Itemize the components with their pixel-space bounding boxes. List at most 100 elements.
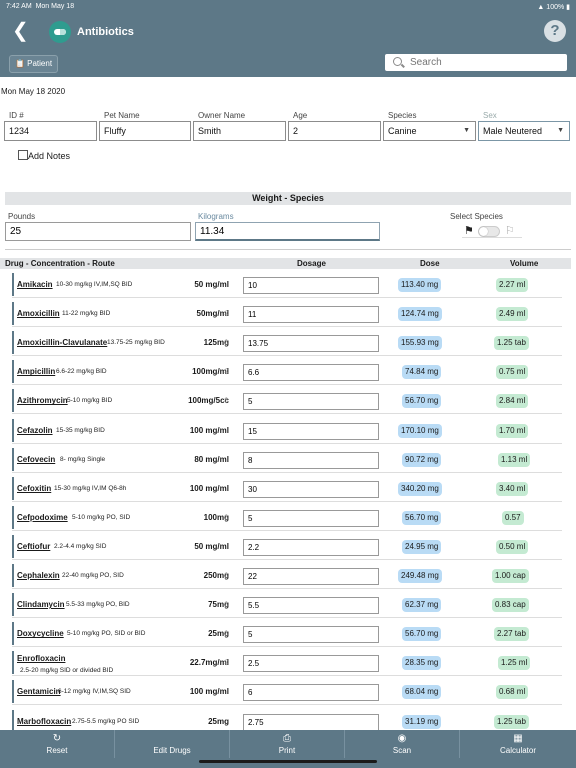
dosage-input[interactable] — [243, 568, 379, 585]
drug-name-link[interactable]: Enrofloxacin — [17, 654, 66, 664]
drug-row[interactable]: Amikacin 10-30 mg/kg IV,IM,SQ BID 50 mg/ml… — [12, 270, 562, 298]
dosage-input[interactable] — [243, 364, 379, 382]
drug-row[interactable]: Enrofloxacin 2.5-20 mg/kg SID or divided … — [12, 648, 562, 677]
dose-range: 6-12 mg/kg IV,IM,SQ SID — [58, 688, 131, 696]
dosage-input[interactable] — [243, 335, 379, 353]
search-input[interactable] — [410, 55, 560, 70]
stepper-icon[interactable]: ⇳ — [223, 367, 230, 377]
drug-name-link[interactable]: Azithromycin — [17, 396, 68, 406]
select-species-label: Select Species — [450, 212, 503, 221]
dosage-input[interactable] — [243, 277, 379, 294]
drug-name-link[interactable]: Ceftiofur — [17, 541, 51, 551]
pet-name-input[interactable] — [99, 121, 191, 141]
drug-name-link[interactable]: Gentamicin — [17, 687, 61, 697]
dosage-input[interactable] — [243, 422, 379, 440]
patient-button[interactable]: 📋 Patient — [9, 55, 58, 73]
stepper-icon[interactable]: ⇳ — [223, 396, 230, 406]
concentration: 75mg — [208, 600, 229, 610]
drug-name-link[interactable]: Marbofloxacin — [17, 716, 72, 726]
stepper-icon[interactable]: ⇳ — [223, 600, 230, 610]
species-toggle[interactable] — [478, 226, 500, 237]
help-button[interactable]: ? — [544, 20, 566, 42]
add-notes-checkbox[interactable]: Add Notes — [18, 150, 70, 161]
drug-name-link[interactable]: Doxycycline — [17, 629, 64, 639]
drug-row[interactable]: Cefoxitin 15-30 mg/kg IV,IM Q6-8h 100 mg/m… — [12, 474, 562, 502]
pounds-label: Pounds — [8, 212, 36, 221]
drug-name-link[interactable]: Amikacin — [17, 280, 53, 289]
dosage-input[interactable] — [243, 655, 379, 673]
stepper-icon[interactable]: ⇳ — [223, 512, 230, 522]
drug-row[interactable]: Cefpodoxime 5-10 mg/kg PO, SID 100mg⇳ 56.70… — [12, 503, 562, 531]
owner-name-input[interactable] — [193, 121, 286, 141]
stepper-icon[interactable]: ⇳ — [223, 629, 230, 639]
id-input[interactable] — [4, 121, 97, 141]
dose-badge: 56.70 mg — [402, 627, 442, 642]
concentration: 50 mg/ml — [194, 280, 229, 289]
stepper-icon[interactable]: ⇳ — [223, 309, 230, 319]
dose-badge: 340.20 mg — [398, 481, 442, 496]
drug-row[interactable]: Cefovecin 8- mg/kg Single 80 mg/ml 90.72 mg… — [12, 445, 562, 473]
volume-badge: 0.75 ml — [496, 365, 529, 380]
drug-name-link[interactable]: Cefpodoxime — [17, 512, 68, 522]
dosage-input[interactable] — [243, 538, 379, 556]
drug-name-link[interactable]: Clindamycin — [17, 600, 65, 610]
dose-badge: 31.19 mg — [402, 714, 442, 729]
printer-icon: ⎙ — [283, 733, 291, 744]
drug-row[interactable]: Gentamicin 6-12 mg/kg IV,IM,SQ SID 100 mg/… — [12, 677, 562, 706]
owner-name-label: Owner Name — [198, 111, 246, 120]
reset-button[interactable]: ↻ Reset — [0, 730, 115, 758]
drug-name-link[interactable]: Cefoxitin — [17, 483, 52, 493]
age-input[interactable] — [288, 121, 381, 141]
concentration: 100mg/5cc — [188, 396, 229, 406]
drug-name-link[interactable]: Cefazolin — [17, 425, 53, 435]
dosage-input[interactable] — [243, 684, 379, 702]
volume-badge: 0.83 cap — [492, 598, 529, 613]
kilograms-label: Kilograms — [198, 212, 234, 221]
volume-badge: 3.40 ml — [496, 481, 529, 496]
edit-icon — [115, 732, 229, 746]
search-bar[interactable] — [385, 54, 567, 71]
drug-name-link[interactable]: Cephalexin — [17, 571, 60, 580]
dosage-input[interactable] — [243, 626, 379, 644]
chevron-left-icon[interactable]: ❮ — [12, 20, 29, 42]
scan-button[interactable]: ◉ Scan — [345, 730, 460, 758]
kilograms-input[interactable] — [195, 222, 380, 241]
drug-row[interactable]: Doxycycline 5-10 mg/kg PO, SID or BID 25mg… — [12, 619, 562, 648]
drug-table-header: Drug - Concentration - Route Dosage Dose… — [0, 258, 571, 269]
edit-drugs-button[interactable]: Edit Drugs — [115, 730, 230, 758]
dosage-input[interactable] — [243, 306, 379, 324]
id-field-group: ID # — [4, 111, 97, 141]
col-dosage: Dosage — [297, 259, 326, 268]
dosage-input[interactable] — [243, 509, 379, 527]
stepper-icon[interactable]: ⇳ — [223, 658, 230, 668]
dosage-input[interactable] — [243, 451, 379, 469]
dosage-input[interactable] — [243, 480, 379, 498]
dosage-input[interactable] — [243, 713, 379, 730]
dosage-input[interactable] — [243, 597, 379, 615]
drug-list: Amikacin 10-30 mg/kg IV,IM,SQ BID 50 mg/ml… — [0, 270, 576, 730]
drug-name-link[interactable]: Amoxicillin-Clavulanate — [17, 338, 108, 348]
calculator-button[interactable]: ▦ Calculator — [460, 730, 576, 758]
pounds-input[interactable] — [5, 222, 191, 241]
stepper-icon[interactable]: ⇳ — [223, 571, 230, 580]
status-bar: 7:42 AM Mon May 18 ▲ 100% ▮ — [6, 3, 570, 13]
stepper-icon[interactable]: ⇳ — [223, 338, 230, 348]
sex-select[interactable]: Male Neutered ▼ — [478, 121, 570, 141]
species-select[interactable]: Canine ▼ — [383, 121, 476, 141]
print-button[interactable]: ⎙ Print — [230, 730, 345, 758]
drug-name-link[interactable]: Amoxicillin — [17, 309, 60, 319]
status-battery: ▲ 100% ▮ — [537, 4, 570, 11]
volume-badge: 1.13 ml — [498, 452, 531, 467]
drug-name-link[interactable]: Ampicillin — [17, 367, 56, 377]
dosage-input[interactable] — [243, 393, 379, 411]
drug-name-link[interactable]: Cefovecin — [17, 454, 56, 464]
drug-row[interactable]: Amoxicillin-Clavulanate 13.75-25 mg/kg BI… — [12, 328, 562, 357]
